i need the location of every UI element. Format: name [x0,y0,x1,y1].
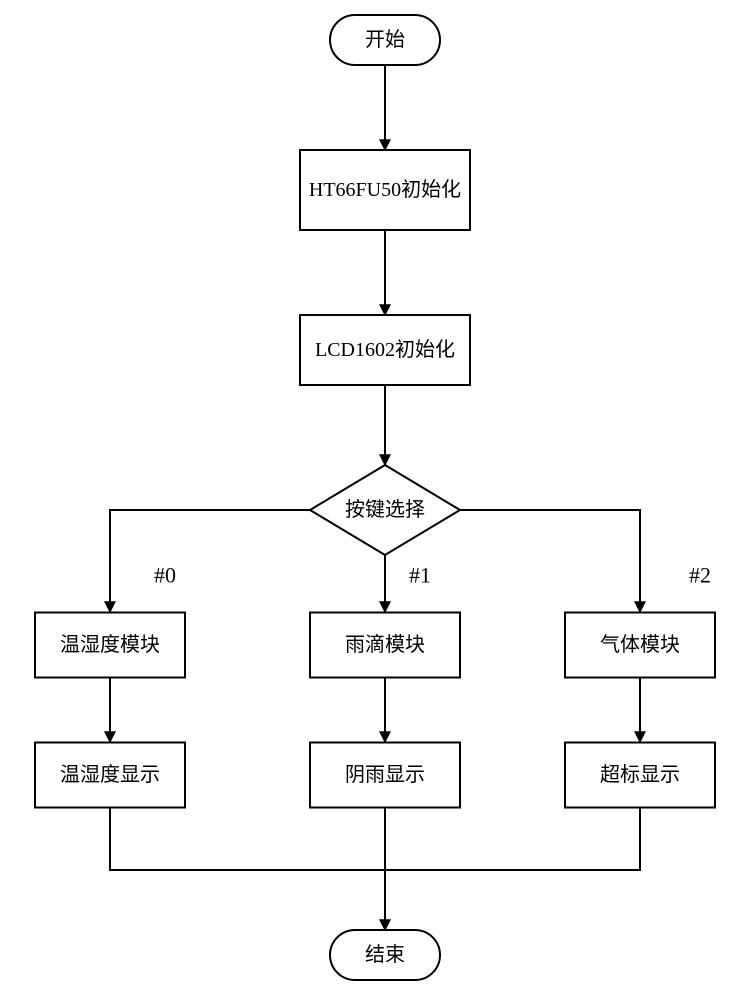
node-end: 结束 [330,930,440,980]
node-disp2: 超标显示 [565,743,715,808]
branch-label-1: #1 [409,563,431,588]
node-init_mcu: HT66FU50初始化 [300,150,470,230]
node-start: 开始 [330,15,440,65]
edge-decision-mod0 [110,510,310,612]
node-mod0: 温湿度模块 [35,613,185,678]
nodes-group: 开始 HT66FU50初始化 LCD1602初始化按键选择温湿度模块 雨滴模块 气体模块… [35,15,715,980]
node-decision: 按键选择 [310,465,460,555]
flowchart-canvas: 开始 HT66FU50初始化 LCD1602初始化按键选择温湿度模块 雨滴模块 气体模块… [0,0,739,1000]
node-disp0: 温湿度显示 [35,743,185,808]
node-init_lcd: LCD1602初始化 [300,315,470,385]
node-label-mod1: 雨滴模块 [345,633,425,656]
node-mod1: 雨滴模块 [310,613,460,678]
edge-disp0-merge [110,808,385,870]
branch-label-2: #2 [689,563,711,588]
node-label-disp1: 阴雨显示 [345,763,425,786]
node-label-init_lcd: LCD1602初始化 [315,338,455,361]
branch-label-0: #0 [154,563,176,588]
edge-disp2-merge [385,808,640,870]
node-mod2: 气体模块 [565,613,715,678]
node-label-mod2: 气体模块 [600,633,680,656]
node-label-mod0: 温湿度模块 [60,633,160,656]
node-label-disp2: 超标显示 [600,763,680,786]
edge-decision-mod2 [460,510,640,612]
node-label-decision: 按键选择 [345,498,425,521]
node-label-start: 开始 [365,28,405,51]
node-label-end: 结束 [365,943,405,966]
node-label-disp0: 温湿度显示 [60,763,160,786]
node-disp1: 阴雨显示 [310,743,460,808]
node-label-init_mcu: HT66FU50初始化 [309,178,461,201]
